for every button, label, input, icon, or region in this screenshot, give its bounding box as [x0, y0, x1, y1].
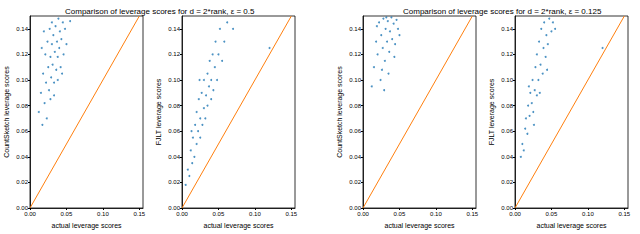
svg-text:0.15: 0.15: [134, 211, 146, 217]
svg-text:0.06: 0.06: [349, 128, 361, 134]
svg-text:0.08: 0.08: [168, 103, 180, 109]
svg-text:0.02: 0.02: [16, 179, 28, 185]
svg-text:0.00: 0.00: [349, 205, 361, 211]
svg-text:0.15: 0.15: [619, 211, 631, 217]
svg-text:0.04: 0.04: [349, 154, 361, 160]
svg-text:0.00: 0.00: [501, 205, 513, 211]
svg-text:0.00: 0.00: [168, 205, 180, 211]
svg-text:FJLT leverage scores: FJLT leverage scores: [488, 78, 496, 145]
svg-text:0.08: 0.08: [501, 103, 513, 109]
svg-text:0.12: 0.12: [16, 51, 28, 57]
svg-text:actual leverage scores: actual leverage scores: [384, 222, 455, 230]
svg-text:0.04: 0.04: [501, 154, 513, 160]
svg-text:0.06: 0.06: [501, 128, 513, 134]
svg-text:0.00: 0.00: [176, 211, 188, 217]
svg-text:0.10: 0.10: [430, 211, 442, 217]
svg-text:actual leverage scores: actual leverage scores: [536, 222, 607, 230]
svg-text:0.10: 0.10: [349, 77, 361, 83]
svg-text:0.02: 0.02: [168, 179, 180, 185]
svg-text:0.10: 0.10: [501, 77, 513, 83]
svg-text:actual leverage scores: actual leverage scores: [203, 222, 274, 230]
svg-text:0.12: 0.12: [501, 51, 513, 57]
svg-text:0.15: 0.15: [467, 211, 479, 217]
svg-text:0.10: 0.10: [168, 77, 180, 83]
svg-text:0.05: 0.05: [213, 211, 225, 217]
svg-text:0.00: 0.00: [357, 211, 369, 217]
svg-text:0.10: 0.10: [16, 77, 28, 83]
svg-text:0.00: 0.00: [509, 211, 521, 217]
svg-text:actual leverage scores: actual leverage scores: [51, 222, 122, 230]
svg-text:0.06: 0.06: [168, 128, 180, 134]
svg-text:Comparison of leverage scores: Comparison of leverage scores for d = 2*…: [65, 7, 255, 16]
svg-text:0.04: 0.04: [168, 154, 180, 160]
svg-text:0.00: 0.00: [24, 211, 36, 217]
svg-text:0.14: 0.14: [501, 26, 513, 32]
svg-text:0.00: 0.00: [16, 205, 28, 211]
svg-text:0.14: 0.14: [16, 26, 28, 32]
svg-text:Comparison of leverage scores: Comparison of leverage scores for d = 2*…: [403, 7, 602, 16]
svg-text:0.05: 0.05: [546, 211, 558, 217]
svg-text:0.14: 0.14: [349, 26, 361, 32]
svg-text:0.15: 0.15: [286, 211, 298, 217]
svg-text:0.14: 0.14: [168, 26, 180, 32]
svg-text:0.12: 0.12: [168, 51, 180, 57]
svg-text:0.06: 0.06: [16, 128, 28, 134]
svg-text:0.05: 0.05: [61, 211, 73, 217]
svg-text:0.10: 0.10: [97, 211, 109, 217]
svg-text:CountSketch leverage scores: CountSketch leverage scores: [3, 66, 11, 158]
svg-text:0.10: 0.10: [249, 211, 261, 217]
svg-text:0.02: 0.02: [501, 179, 513, 185]
svg-text:0.08: 0.08: [16, 103, 28, 109]
svg-text:0.02: 0.02: [349, 179, 361, 185]
svg-text:0.04: 0.04: [16, 154, 28, 160]
svg-text:0.08: 0.08: [349, 103, 361, 109]
svg-text:0.12: 0.12: [349, 51, 361, 57]
svg-text:0.05: 0.05: [394, 211, 406, 217]
svg-text:0.10: 0.10: [582, 211, 594, 217]
svg-text:FJLT leverage scores: FJLT leverage scores: [155, 78, 163, 145]
svg-text:CountSketch leverage scores: CountSketch leverage scores: [336, 66, 344, 158]
